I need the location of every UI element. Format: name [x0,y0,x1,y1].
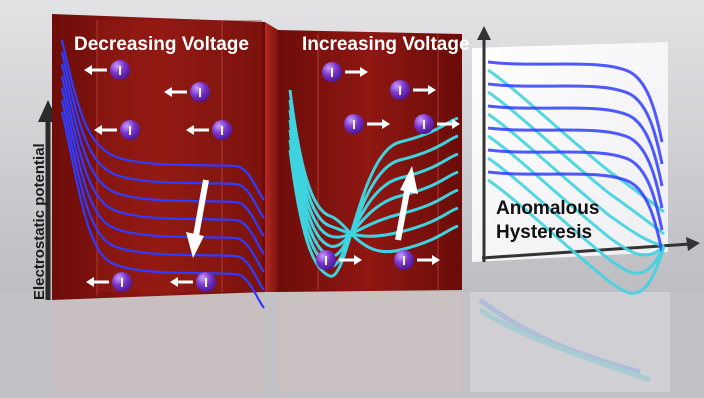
ion: I [414,114,460,134]
ion-arrow-head [452,119,460,129]
curve-decreasing [60,51,265,219]
ion-arrow-head [170,277,178,287]
ion: I [394,250,440,270]
ion-arrow-head [360,67,368,77]
ion: I [186,120,232,140]
ion: I [164,82,210,102]
ion: I [344,114,390,134]
hysteresis-curve-blue [487,82,664,165]
ion: I [86,272,132,292]
ion-symbol: I [324,253,328,268]
hysteresis-curve-cyan [487,134,666,257]
ion-arrow-head [84,65,92,75]
ion: I [84,60,130,80]
panel-increasing [278,30,462,292]
hysteresis-curves [487,60,666,295]
ion-symbol: I [128,123,132,138]
ion-symbol: I [198,85,202,100]
title-hysteresis-line1: Anomalous [496,198,599,219]
floor [0,292,704,398]
hysteresis-curve-blue [487,148,664,231]
hysteresis-axes [477,26,700,262]
ion-symbol: I [120,275,124,290]
ion: I [390,80,436,100]
curve-decreasing [60,111,265,309]
hysteresis-curve-blue [487,104,664,187]
curve-decreasing [60,63,265,237]
curve-increasing [288,99,459,238]
ion: I [322,62,368,82]
curve-decreasing [60,39,265,201]
ion-arrow-head [186,125,194,135]
panel-decreasing-edge [265,22,278,292]
ion-arrow-head [432,255,440,265]
ion-symbol: I [118,63,122,78]
title-increasing: Increasing Voltage [302,34,470,55]
ion-arrow-head [428,85,436,95]
hysteresis-curve-cyan [487,156,666,275]
ions: I I I I I I I I I I I I [84,60,460,292]
curve-decreasing [60,99,265,291]
ion-symbol: I [398,83,402,98]
field-arrow-up [395,166,418,241]
panel-decreasing [52,14,265,309]
ion: I [94,120,140,140]
ion: I [170,272,216,292]
ion-symbol: I [402,253,406,268]
ion-arrow-head [86,277,94,287]
ion-symbol: I [204,275,208,290]
title-decreasing: Decreasing Voltage [74,34,249,55]
field-arrow-down [186,179,209,258]
hysteresis-curve-cyan [487,178,666,295]
ion-arrow-head [164,87,172,97]
curves-decreasing [60,39,265,309]
ion-arrow-head [382,119,390,129]
ion-symbol: I [422,117,426,132]
curve-increasing [288,116,459,278]
reflections [55,292,670,392]
curve-decreasing [60,75,265,255]
hysteresis-curve-cyan [487,90,665,236]
ion-symbol: I [220,123,224,138]
ion: I [316,250,362,270]
ion-arrow-head [354,255,362,265]
hysteresis-curve-cyan [487,112,665,248]
title-hysteresis-line2: Hysteresis [496,222,592,243]
curve-decreasing [60,87,265,273]
panel-hysteresis [472,26,700,295]
ion-symbol: I [352,117,356,132]
ion-arrow-head [94,125,102,135]
hysteresis-curve-blue [487,126,664,209]
curves-increasing [288,89,459,278]
hysteresis-curve-blue [487,60,664,143]
hysteresis-curve-blue [487,170,664,253]
ion-symbol: I [330,65,334,80]
axis-label: Electrostatic potential [31,143,48,300]
